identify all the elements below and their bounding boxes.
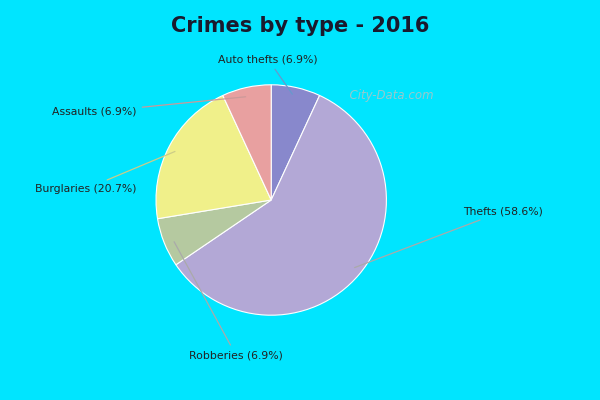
Wedge shape <box>271 85 320 200</box>
Text: Thefts (58.6%): Thefts (58.6%) <box>355 206 543 268</box>
Wedge shape <box>176 96 386 315</box>
Text: Assaults (6.9%): Assaults (6.9%) <box>52 97 245 117</box>
Wedge shape <box>158 200 271 265</box>
Text: City-Data.com: City-Data.com <box>342 89 434 102</box>
Text: Auto thefts (6.9%): Auto thefts (6.9%) <box>218 54 318 94</box>
Wedge shape <box>223 85 271 200</box>
Text: Robberies (6.9%): Robberies (6.9%) <box>174 242 283 360</box>
Wedge shape <box>156 96 271 219</box>
Text: Crimes by type - 2016: Crimes by type - 2016 <box>171 16 429 36</box>
Text: Burglaries (20.7%): Burglaries (20.7%) <box>35 152 175 194</box>
